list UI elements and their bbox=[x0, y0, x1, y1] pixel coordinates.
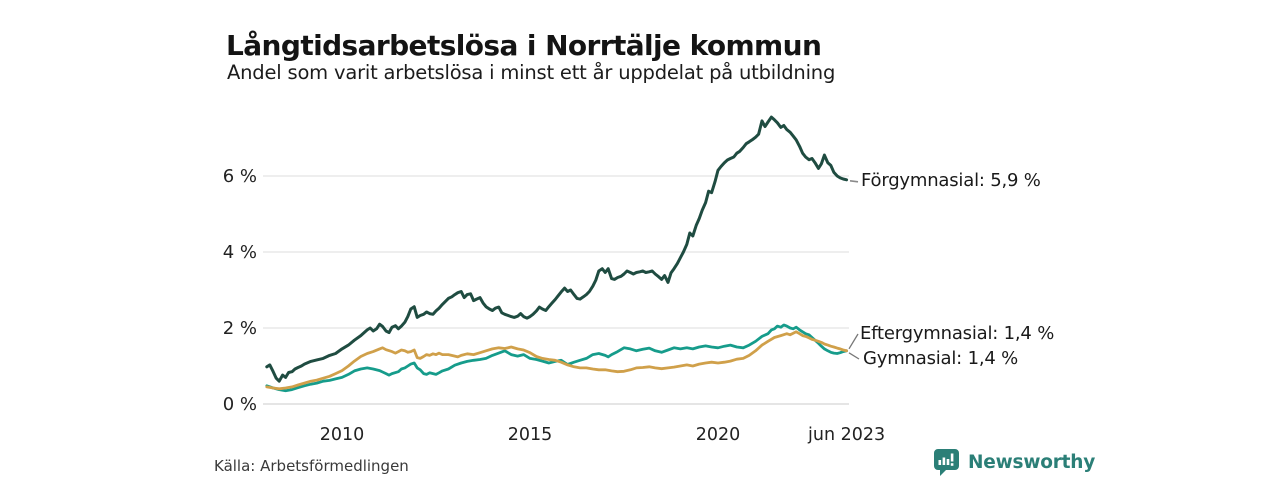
label-connector-eftergymnasial bbox=[848, 333, 859, 350]
x-tick-label: 2010 bbox=[320, 425, 365, 445]
y-tick-label: 6 % bbox=[223, 166, 257, 187]
y-tick-label: 4 % bbox=[223, 242, 257, 263]
newsworthy-wordmark: Newsworthy bbox=[968, 452, 1096, 473]
series-line-forgymnasial bbox=[265, 115, 849, 383]
newsworthy-logo[interactable]: Newsworthy bbox=[934, 449, 1095, 476]
page-subtitle: Andel som varit arbetslösa i minst ett å… bbox=[227, 61, 836, 84]
series-end-label-eftergymnasial: Eftergymnasial: 1,4 % bbox=[860, 323, 1055, 344]
x-tick-label: 2015 bbox=[508, 425, 553, 445]
page-title: Långtidsarbetslösa i Norrtälje kommun bbox=[226, 28, 822, 62]
series-end-label-gymnasial: Gymnasial: 1,4 % bbox=[863, 348, 1019, 369]
label-connector-forgymnasial bbox=[849, 180, 859, 183]
x-tick-label: 2020 bbox=[696, 425, 741, 445]
y-tick-label: 2 % bbox=[223, 318, 257, 339]
x-tick-label: jun 2023 bbox=[807, 425, 885, 445]
y-tick-label: 0 % bbox=[223, 394, 257, 415]
series-line-eftergymnasial bbox=[265, 323, 848, 393]
source-note: Källa: Arbetsförmedlingen bbox=[214, 457, 409, 475]
series-line-gymnasial bbox=[265, 330, 848, 391]
newsworthy-icon bbox=[934, 449, 959, 476]
label-connector-gymnasial bbox=[848, 352, 860, 360]
series-end-label-forgymnasial: Förgymnasial: 5,9 % bbox=[861, 170, 1041, 191]
